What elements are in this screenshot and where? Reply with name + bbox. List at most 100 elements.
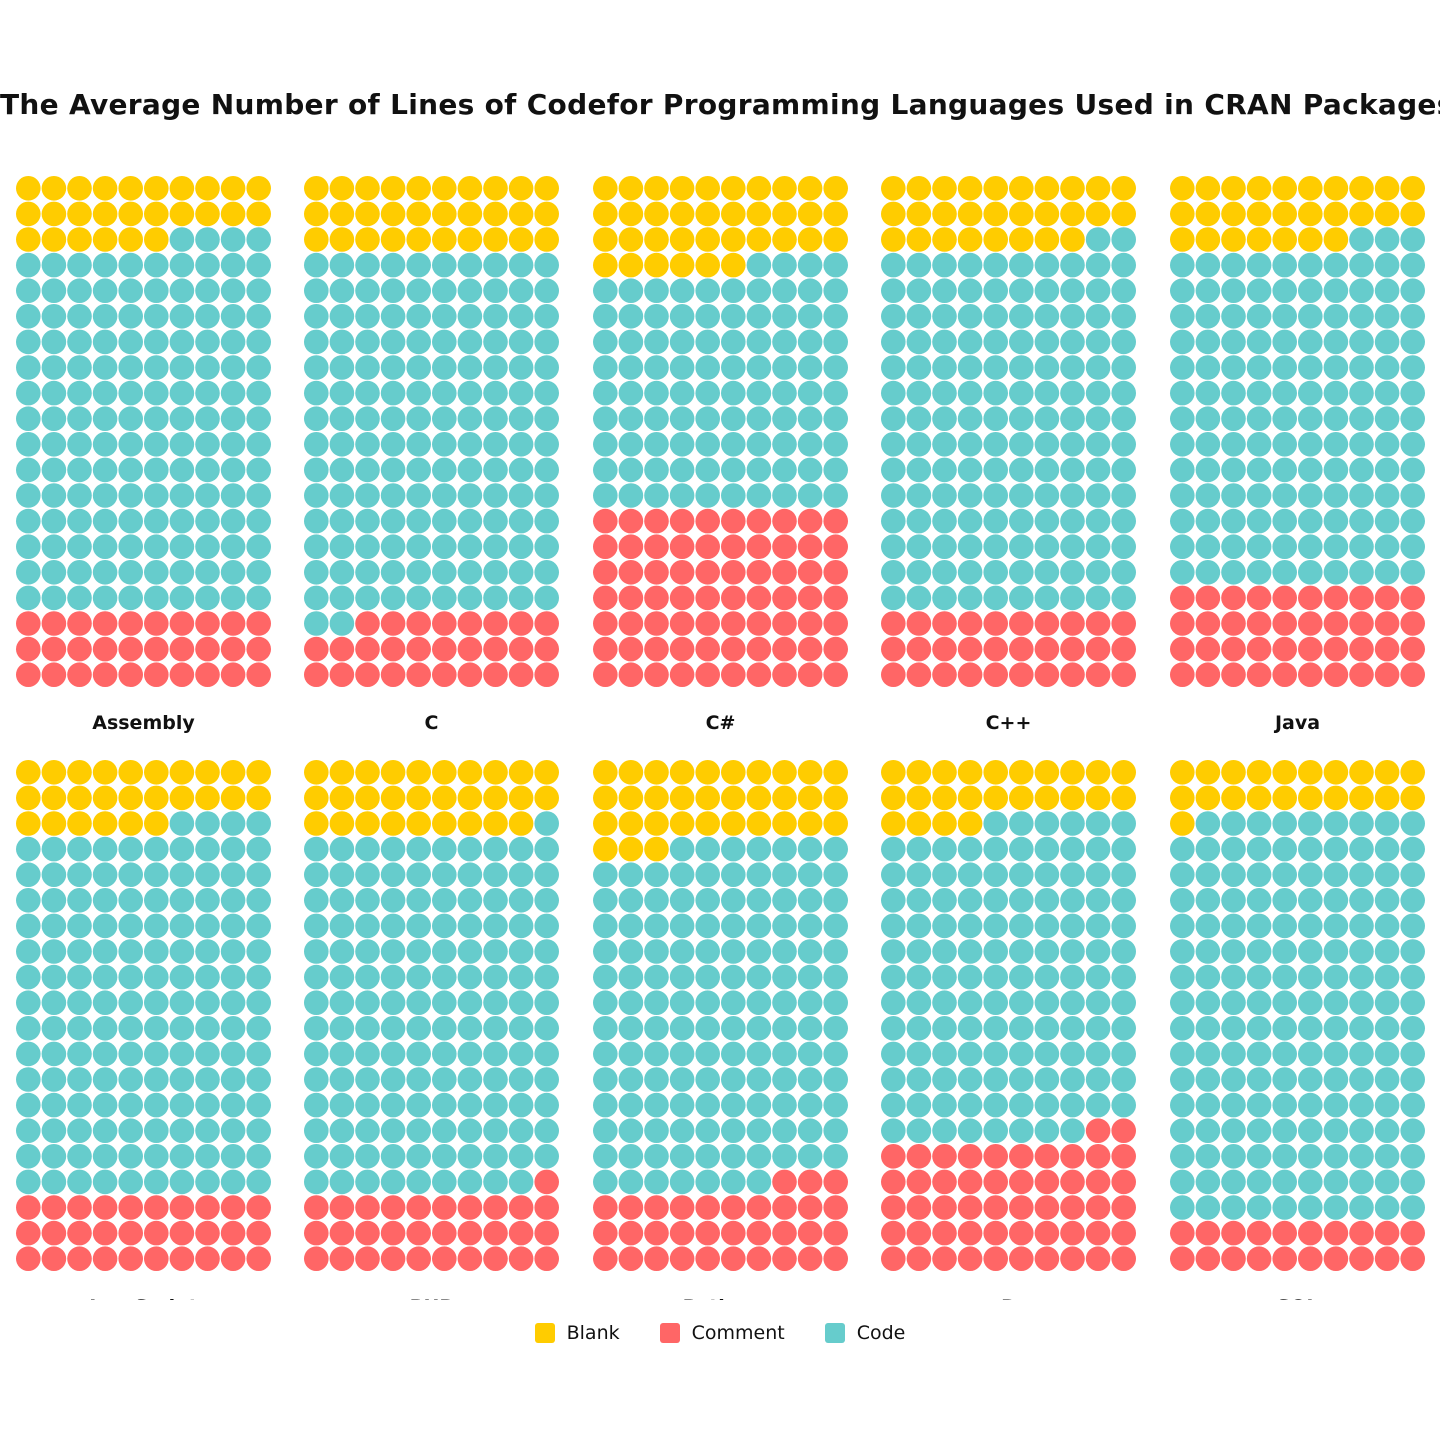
waffle-dot-code [380, 888, 406, 913]
waffle-dot-blank [932, 785, 957, 811]
waffle-dot-blank [746, 760, 772, 785]
waffle-dot-code [118, 913, 143, 939]
waffle-dot-code [772, 836, 797, 862]
waffle-dot-code [1400, 457, 1425, 483]
waffle-dot-code [932, 585, 957, 611]
waffle-dot-code [1034, 1041, 1060, 1067]
waffle-dot-code [1323, 329, 1349, 355]
waffle-dot-code [15, 836, 41, 862]
waffle-dot-code [746, 1169, 772, 1195]
waffle-dot-code [457, 252, 483, 278]
waffle-dot-code [983, 1041, 1008, 1067]
waffle-dot-code [432, 483, 457, 508]
waffle-dot-code [1400, 964, 1425, 990]
waffle-dot-code [41, 585, 67, 611]
waffle-dot-comment [1034, 1169, 1060, 1195]
waffle-dot-code [355, 406, 380, 432]
waffle-dot-code [1195, 836, 1221, 862]
waffle-dot-code [1085, 836, 1111, 862]
waffle-dot-comment [932, 611, 957, 636]
waffle-dot-comment [644, 1246, 669, 1271]
waffle-dot-code [1170, 939, 1195, 964]
waffle-dot-code [1221, 432, 1246, 457]
waffle-dot-comment [669, 1220, 695, 1246]
waffle-dot-comment [593, 1195, 618, 1220]
waffle-dot-code [1349, 355, 1374, 380]
waffle-dot-code [1323, 1067, 1349, 1092]
waffle-dot-comment [195, 636, 220, 662]
waffle-dot-comment [823, 1195, 848, 1220]
waffle-dot-blank [406, 201, 432, 227]
waffle-dot-comment [823, 636, 848, 662]
waffle-dot-comment [669, 636, 695, 662]
legend-item-blank: Blank [534, 1322, 620, 1344]
waffle-dot-comment [1246, 636, 1272, 662]
waffle-dot-code [1374, 483, 1400, 508]
waffle-dot-code [15, 560, 41, 585]
waffle-dot-blank [1246, 760, 1272, 785]
waffle-dot-blank [618, 227, 644, 252]
waffle-dot-code [15, 457, 41, 483]
waffle-dot-comment [534, 636, 559, 662]
waffle-dot-code [15, 862, 41, 887]
waffle-dot-code [957, 1067, 983, 1092]
waffle-dot-code [355, 483, 380, 508]
waffle-dot-blank [355, 201, 380, 227]
waffle-dot-blank [67, 176, 92, 201]
waffle-dot-comment [983, 611, 1008, 636]
waffle-dot-code [1272, 939, 1297, 964]
waffle-dot-comment [721, 534, 746, 559]
waffle-dot-comment [721, 611, 746, 636]
waffle-dot-code [772, 862, 797, 887]
waffle-dot-code [1400, 304, 1425, 329]
waffle-dot-code [881, 939, 906, 964]
waffle-dot-blank [380, 176, 406, 201]
waffle-dot-code [695, 862, 720, 887]
waffle-dot-code [618, 304, 644, 329]
waffle-dot-blank [746, 227, 772, 252]
waffle-dot-code [746, 355, 772, 380]
waffle-dot-code [797, 329, 823, 355]
waffle-dot-code [534, 1041, 559, 1067]
waffle-dot-code [1349, 560, 1374, 585]
waffle-dot-comment [220, 662, 246, 687]
waffle-dot-comment [432, 662, 457, 687]
waffle-dot-code [1349, 913, 1374, 939]
waffle-dot-code [246, 1092, 271, 1118]
waffle-dot-code [669, 1144, 695, 1169]
waffle-dot-comment [534, 611, 559, 636]
waffle-dot-code [957, 534, 983, 559]
waffle-dot-code [721, 888, 746, 913]
waffle-dot-comment [67, 662, 92, 687]
waffle-dot-comment [1195, 662, 1221, 687]
waffle-dot-blank [1034, 760, 1060, 785]
waffle-dot-code [220, 278, 246, 304]
waffle-dot-blank [534, 176, 559, 201]
waffle-dot-code [483, 1067, 508, 1092]
waffle-dot-code [15, 1118, 41, 1143]
waffle-dot-code [1323, 990, 1349, 1015]
waffle-dot-code [195, 939, 220, 964]
waffle-dot-code [695, 1169, 720, 1195]
waffle-dot-code [246, 406, 271, 432]
waffle-dot-comment [618, 1195, 644, 1220]
waffle-dot-blank [644, 785, 669, 811]
waffle-dot-blank [932, 760, 957, 785]
waffle-dot-code [1400, 1118, 1425, 1143]
waffle-dot-comment [721, 636, 746, 662]
waffle-dot-code [406, 457, 432, 483]
waffle-dot-code [906, 304, 932, 329]
waffle-dot-blank [932, 201, 957, 227]
waffle-dot-code [1349, 1169, 1374, 1195]
waffle-dot-code [169, 329, 195, 355]
waffle-dot-code [957, 560, 983, 585]
waffle-dot-code [957, 1041, 983, 1067]
waffle-dot-code [246, 836, 271, 862]
waffle-dot-code [823, 380, 848, 406]
waffle-dot-code [1323, 252, 1349, 278]
waffle-dot-code [1060, 1092, 1085, 1118]
waffle-dot-comment [695, 636, 720, 662]
waffle-dot-code [246, 1118, 271, 1143]
waffle-dot-code [1034, 939, 1060, 964]
waffle-dot-blank [1009, 760, 1034, 785]
